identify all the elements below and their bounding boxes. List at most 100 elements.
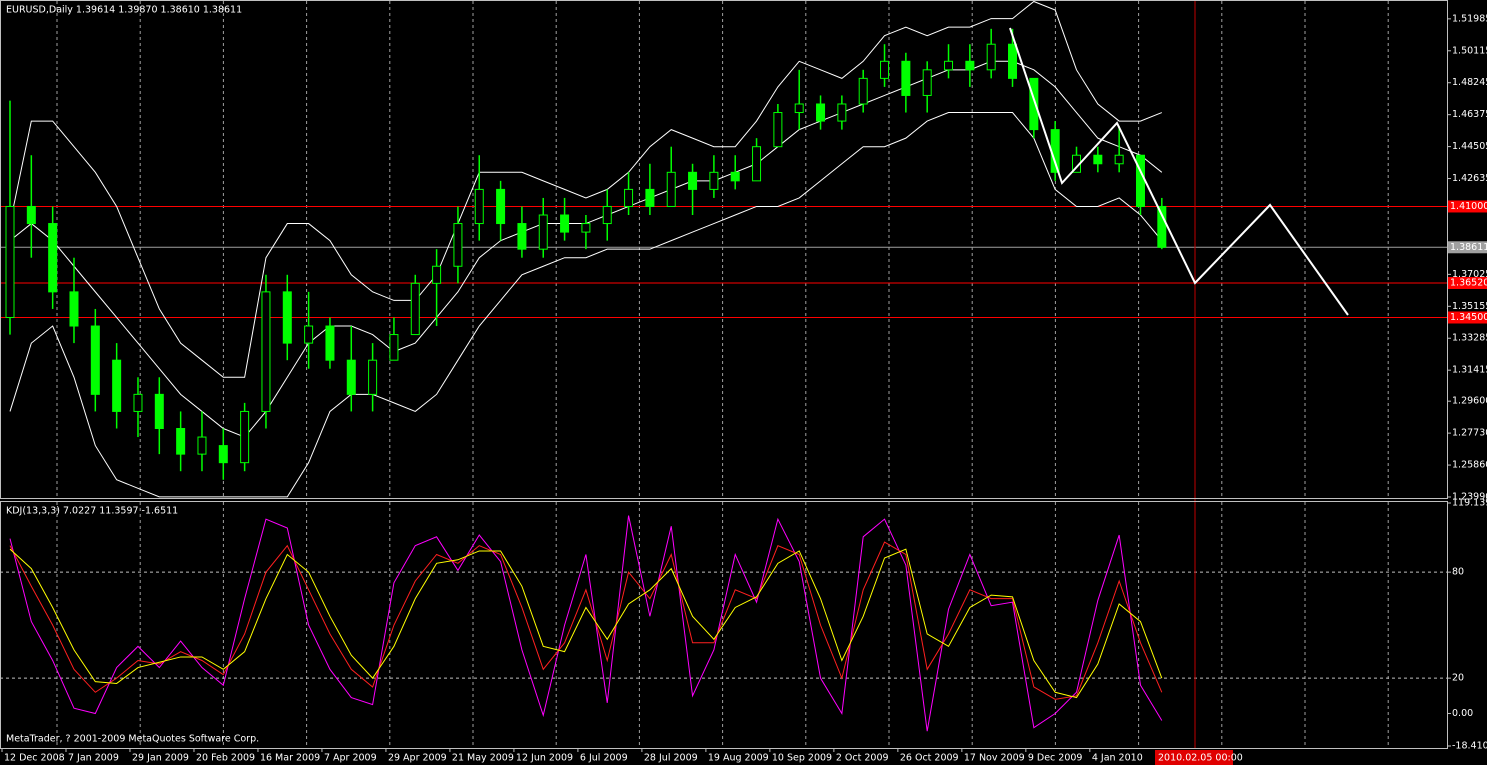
x-tick-label: 12 Dec 2008 bbox=[4, 753, 65, 764]
candle-body bbox=[602, 205, 612, 225]
candle-body bbox=[5, 205, 15, 318]
x-tick-label: 29 Jan 2009 bbox=[132, 753, 189, 764]
candle-body bbox=[282, 291, 292, 344]
candle-body bbox=[218, 445, 228, 464]
candle-body bbox=[581, 223, 591, 233]
candle-body bbox=[944, 60, 954, 71]
y-tick-label: 1.35155 bbox=[1452, 301, 1487, 312]
x-tick-label: 6 Jul 2009 bbox=[580, 753, 628, 764]
kdj-panel bbox=[0, 515, 1447, 732]
candle-body bbox=[688, 171, 698, 190]
price-title: EURUSD,Daily 1.39614 1.39870 1.38610 1.3… bbox=[6, 5, 242, 16]
y-tick-label: 80 bbox=[1452, 567, 1464, 578]
copyright: MetaTrader, ? 2001-2009 MetaQuotes Softw… bbox=[6, 734, 259, 745]
candle-body bbox=[346, 359, 356, 395]
candle-body bbox=[325, 325, 335, 361]
candle-body bbox=[112, 359, 122, 412]
candle-body bbox=[154, 393, 164, 430]
candle-body bbox=[1029, 77, 1039, 131]
price-level-label-bg bbox=[1448, 241, 1487, 254]
y-tick-label: 1.50115 bbox=[1452, 45, 1487, 56]
candle-body bbox=[1008, 43, 1018, 79]
candle-body bbox=[90, 325, 100, 395]
x-tick-label: 28 Jul 2009 bbox=[644, 753, 698, 764]
candle-body bbox=[304, 325, 314, 344]
candle-body bbox=[240, 410, 250, 464]
candle-body bbox=[48, 223, 58, 293]
x-tick-label: 17 Nov 2009 bbox=[964, 753, 1025, 764]
candle-body bbox=[901, 60, 911, 96]
candle-body bbox=[474, 188, 484, 225]
candle-body bbox=[858, 77, 868, 105]
y-tick-label: 1.44505 bbox=[1452, 141, 1487, 152]
candle-body bbox=[410, 282, 420, 336]
cursor-label-bg bbox=[1155, 750, 1233, 765]
candle-body bbox=[730, 171, 740, 182]
y-tick-label: 119.1398 bbox=[1452, 498, 1487, 509]
x-tick-label: 16 Mar 2009 bbox=[260, 753, 320, 764]
kdj-panel-frame bbox=[0, 501, 1448, 749]
price-level-label-bg bbox=[1448, 276, 1487, 289]
candle-body bbox=[176, 428, 186, 455]
candle-body bbox=[1114, 154, 1124, 165]
kdj-title: KDJ(13,3,3) 7.0227 11.3597 -1.6511 bbox=[6, 506, 178, 517]
candle-body bbox=[709, 171, 719, 190]
kdj-line bbox=[9, 541, 1163, 700]
price-panel-frame bbox=[0, 0, 1448, 499]
x-tick-label: 7 Jan 2009 bbox=[68, 753, 119, 764]
x-tick-label: 2 Oct 2009 bbox=[836, 753, 889, 764]
candle-body bbox=[197, 436, 207, 455]
drawn-zigzag bbox=[1009, 27, 1349, 316]
price-level-label-bg bbox=[1448, 200, 1487, 213]
candle-body bbox=[1157, 205, 1167, 248]
candle-body bbox=[368, 359, 378, 395]
y-tick-label: 1.23990 bbox=[1452, 492, 1487, 503]
candle-body bbox=[752, 146, 762, 182]
x-tick-label: 26 Oct 2009 bbox=[900, 753, 959, 764]
cursor-label: 2010.02.05 00:00 bbox=[1158, 753, 1243, 764]
y-tick-label: 1.37025 bbox=[1452, 269, 1487, 280]
y-tick-label: 1.42635 bbox=[1452, 173, 1487, 184]
candle-body bbox=[922, 69, 932, 96]
x-tick-label: 7 Apr 2009 bbox=[324, 753, 377, 764]
y-tick-label: 1.48245 bbox=[1452, 77, 1487, 88]
candle-body bbox=[794, 103, 804, 114]
band-lower bbox=[9, 112, 1163, 498]
y-tick-label: 1.31415 bbox=[1452, 365, 1487, 376]
y-tick-label: 1.29600 bbox=[1452, 396, 1487, 407]
x-tick-label: 19 Aug 2009 bbox=[708, 753, 769, 764]
candle-body bbox=[133, 393, 143, 412]
kdj-line bbox=[9, 548, 1163, 699]
x-tick-label: 20 Feb 2009 bbox=[196, 753, 255, 764]
grid-layer bbox=[56, 1, 1389, 747]
y-tick-label: 1.33285 bbox=[1452, 333, 1487, 344]
candle-body bbox=[261, 291, 271, 412]
candle-body bbox=[965, 60, 975, 71]
y-tick-label: -18.4103 bbox=[1452, 741, 1487, 752]
candle-body bbox=[816, 103, 826, 122]
x-tick-label: 21 May 2009 bbox=[452, 753, 514, 764]
candle-body bbox=[453, 223, 463, 267]
candle-body bbox=[1135, 154, 1145, 207]
x-tick-label: 29 Apr 2009 bbox=[388, 753, 447, 764]
candle-body bbox=[432, 265, 442, 284]
y-tick-label: 0.00 bbox=[1452, 708, 1473, 719]
candle-body bbox=[69, 291, 79, 327]
candle-body bbox=[773, 112, 783, 148]
price-level-label-bg bbox=[1448, 311, 1487, 324]
candle-body bbox=[666, 171, 676, 207]
price-level-label: 1.36520 bbox=[1450, 277, 1487, 288]
x-tick-label: 9 Dec 2009 bbox=[1028, 753, 1083, 764]
axis-layer: 1.51985 1.50115 1.48245 1.46375 1.44505 1.426… bbox=[1, 13, 1487, 764]
y-tick-label: 1.27730 bbox=[1452, 428, 1487, 439]
kdj-line bbox=[9, 515, 1163, 732]
x-tick-label: 4 Jan 2010 bbox=[1092, 753, 1143, 764]
candle-body bbox=[1050, 129, 1060, 173]
candle-body bbox=[496, 188, 506, 225]
y-tick-label: 1.51985 bbox=[1452, 13, 1487, 24]
y-tick-label: 1.46375 bbox=[1452, 109, 1487, 120]
candle-body bbox=[517, 223, 527, 250]
